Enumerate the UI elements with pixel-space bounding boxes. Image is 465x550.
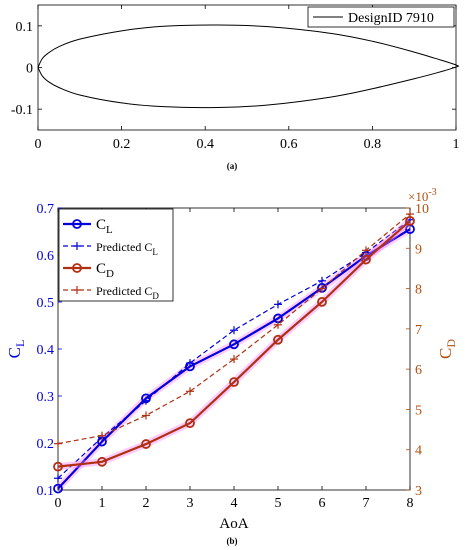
- cd-y-tick-label: 9: [415, 242, 422, 257]
- cd-y-tick-label: 4: [415, 444, 422, 459]
- cl-y-axis: 0.1 0.2 0.3 0.4 0.5 0.6 0.7: [37, 202, 62, 499]
- predicted-c-d-point: [186, 387, 194, 396]
- airfoil-x-tick-label: 0.6: [280, 137, 298, 152]
- predicted-c-d-series: [54, 210, 414, 448]
- predicted-c-d-point: [142, 411, 150, 420]
- cl-y-tick-label: 0.3: [37, 390, 55, 405]
- aoa-x-tick-label: 8: [407, 496, 414, 511]
- predicted-c-d-point: [54, 439, 62, 448]
- aoa-x-tick-label: 7: [363, 496, 370, 511]
- airfoil-legend-label: DesignID 7910: [348, 11, 434, 26]
- predicted-c-d-point: [274, 320, 282, 329]
- legend-entry-predicted-c-d: Predicted CD: [63, 284, 159, 301]
- predicted-c-d-point: [406, 210, 414, 219]
- legend-marker: [72, 263, 82, 273]
- airfoil-y-tick-label: 0: [26, 62, 33, 77]
- cd-y-tick-label: 8: [415, 283, 422, 298]
- aoa-x-tick-label: 5: [275, 496, 282, 511]
- airfoil-y-tick-label: -0.1: [11, 103, 33, 118]
- predicted-c-l-point: [54, 474, 62, 483]
- cl-y-tick-label: 0.1: [37, 484, 55, 499]
- c-d-point: [317, 296, 327, 307]
- c-d-point: [97, 456, 107, 467]
- y-right-axis-label: CD: [436, 339, 458, 359]
- airfoil-x-tick-label: 0.2: [113, 137, 131, 152]
- cd-y-tick-label: 6: [415, 363, 422, 378]
- cl-y-tick-label: 0.2: [37, 437, 55, 452]
- legend-entry-predicted-c-l: Predicted CL: [63, 240, 158, 257]
- legend-marker: [73, 286, 81, 294]
- predicted-c-d-point: [362, 246, 370, 255]
- aoa-x-tick-label: 0: [55, 496, 62, 511]
- cd-y-axis: 3 4 5 6 7 8 9 10: [406, 202, 429, 499]
- airfoil-curves: [37, 24, 460, 109]
- airfoil-x-tick-label: 0.8: [364, 137, 382, 152]
- c-d-point: [229, 377, 239, 387]
- c-l-series: [53, 224, 415, 494]
- predicted-c-d-point: [318, 284, 326, 293]
- cl-y-tick-label: 0.6: [37, 249, 55, 264]
- c-d-point: [53, 461, 63, 472]
- airfoil-x-tick-label: 0: [35, 137, 42, 152]
- legend-label: Predicted CD: [96, 284, 159, 301]
- legend-marker: [72, 219, 82, 229]
- predicted-c-l-point: [318, 276, 326, 285]
- coefficient-series: [53, 210, 415, 494]
- airfoil-profile-line: [37, 24, 460, 109]
- cl-y-tick-label: 0.7: [37, 202, 55, 217]
- cl-y-tick-label: 0.4: [37, 343, 55, 358]
- c-d-point: [361, 254, 371, 265]
- aero-coefficients-plot: 0 1 2 3 4 5 6 7 8 0.1 0.2 0.3 0.4 0.5 0.6 0.7 3 4 5 6 7 8 9 1…: [5, 187, 458, 546]
- c-d-series: [53, 215, 415, 472]
- airfoil-x-tick-label: 0.4: [196, 137, 214, 152]
- c-l-line: [57, 228, 411, 490]
- predicted-c-l-point: [186, 359, 194, 368]
- airfoil-y-tick-label: 0.1: [16, 20, 34, 35]
- predicted-c-d-point: [98, 431, 106, 440]
- cd-y-tick-label: 7: [415, 323, 422, 338]
- airfoil-x-tick-label: 1: [453, 137, 460, 152]
- aoa-x-tick-label: 1: [99, 496, 106, 511]
- aoa-x-tick-label: 4: [231, 496, 238, 511]
- right-axis-exponent: ×10-3: [408, 187, 437, 204]
- x-axis-label: AoA: [219, 516, 248, 532]
- aoa-x-tick-label: 3: [187, 496, 194, 511]
- predicted-c-l-point: [142, 396, 150, 405]
- caption-b: (b): [227, 536, 238, 546]
- legend-entry-c-l: CL: [63, 217, 113, 236]
- c-d-point: [141, 439, 151, 449]
- airfoil-plot: 0 0.2 0.4 0.6 0.8 1 -0.1 0 0.1 DesignID 7910 (a…: [11, 4, 460, 171]
- c-d-point: [185, 418, 195, 429]
- c-l-point: [229, 339, 239, 350]
- legend-label: CL: [96, 217, 113, 236]
- predicted-c-d-point: [230, 355, 238, 364]
- predicted-c-l-point: [274, 300, 282, 309]
- legend-entry-c-d: CD: [63, 261, 114, 280]
- cd-y-tick-label: 10: [415, 202, 429, 217]
- predicted-c-d-line: [57, 213, 411, 445]
- aoa-x-tick-label: 2: [143, 496, 150, 511]
- airfoil-legend: DesignID 7910: [307, 6, 455, 28]
- legend-marker: [73, 242, 81, 250]
- aoa-x-axis: 0 1 2 3 4 5 6 7 8: [55, 208, 414, 511]
- airfoil-legend-box: [307, 6, 455, 28]
- cd-y-tick-label: 3: [415, 484, 422, 499]
- cd-y-tick-label: 5: [415, 403, 422, 418]
- c-d-line: [57, 220, 411, 468]
- aoa-x-tick-label: 6: [319, 496, 326, 511]
- c-d-point: [273, 334, 283, 345]
- legend-label: CD: [96, 261, 114, 280]
- legend-label: Predicted CL: [96, 240, 158, 257]
- airfoil-x-axis: 0 0.2 0.4 0.6 0.8 1: [35, 5, 460, 152]
- caption-a: (a): [227, 161, 238, 171]
- airfoil-y-axis: -0.1 0 0.1: [11, 20, 456, 118]
- predicted-c-l-point: [230, 326, 238, 335]
- c-l-point: [53, 483, 63, 494]
- cl-y-tick-label: 0.5: [37, 296, 55, 311]
- coefficients-legend: CL Predicted CL CD Predicted CD: [58, 208, 174, 302]
- y-left-axis-label: CL: [5, 340, 27, 359]
